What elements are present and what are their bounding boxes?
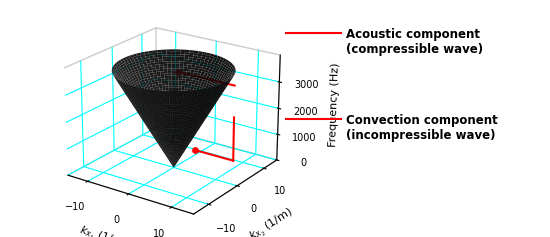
Y-axis label: $k_{x_2}$ (1/m): $k_{x_2}$ (1/m) — [247, 205, 297, 237]
Text: Convection component
(incompressible wave): Convection component (incompressible wav… — [346, 114, 498, 142]
Text: Acoustic component
(compressible wave): Acoustic component (compressible wave) — [346, 28, 483, 56]
X-axis label: $k_{x_1}$ (1/m): $k_{x_1}$ (1/m) — [77, 224, 129, 237]
